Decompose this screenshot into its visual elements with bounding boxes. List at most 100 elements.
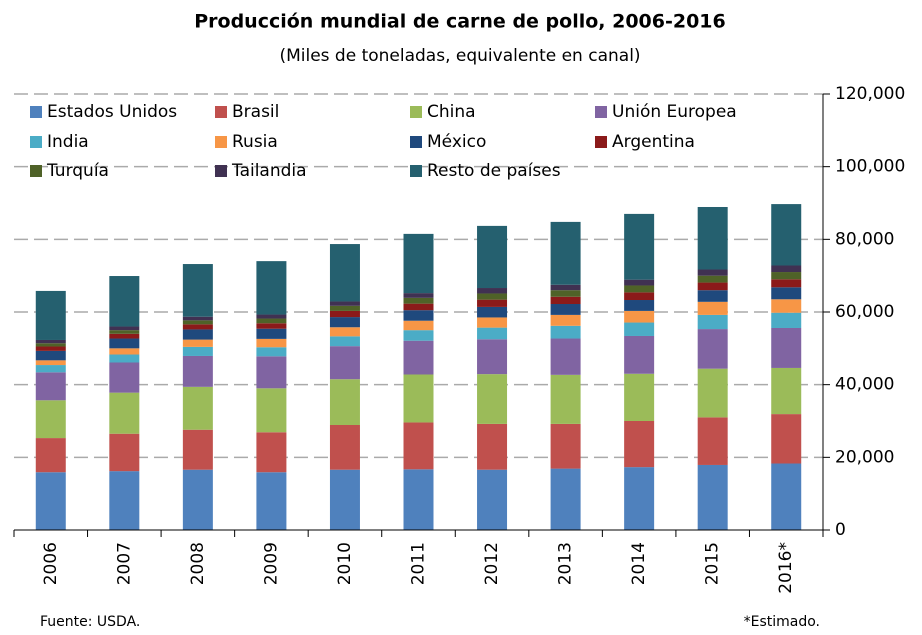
legend-label: Turquía	[46, 161, 109, 181]
chart-subtitle: (Miles de toneladas, equivalente en cana…	[279, 46, 640, 66]
legend-label: Unión Europea	[612, 102, 737, 122]
bar-segment	[256, 356, 287, 389]
bar-segment	[35, 438, 66, 473]
bar-segment	[771, 327, 802, 368]
x-tick-label: 2013	[556, 542, 576, 585]
legend-label: China	[427, 102, 476, 122]
x-tick-label: 2010	[335, 542, 355, 585]
bar-segment	[403, 330, 434, 341]
bar-segment	[697, 314, 728, 330]
x-tick-label: 2011	[409, 542, 429, 585]
bar-segment	[182, 355, 213, 387]
bar-segment	[550, 290, 581, 297]
legend-label: México	[427, 132, 486, 152]
bar-segment	[256, 472, 287, 530]
bar-segment	[35, 472, 66, 530]
x-tick-label: 2012	[482, 542, 502, 585]
bar-segment	[182, 346, 213, 356]
bar-segment	[109, 392, 140, 434]
x-tick-label: 2016*	[776, 542, 796, 594]
bar-segment	[403, 340, 434, 375]
legend-label: Estados Unidos	[47, 102, 177, 122]
bar-segment	[477, 306, 508, 318]
bar-segment	[624, 322, 655, 336]
bar-segment	[109, 348, 140, 355]
bar-segment	[182, 316, 213, 321]
bar-segment	[550, 284, 581, 291]
y-tick-label: 60,000	[835, 302, 894, 322]
bar-segment	[697, 368, 728, 418]
bar-segment	[477, 299, 508, 307]
bar-segment	[771, 299, 802, 313]
bar-segment	[403, 233, 434, 294]
bar-segment	[771, 204, 802, 266]
bar-segment	[697, 301, 728, 315]
bar-segment	[35, 365, 66, 373]
bar-segment	[403, 422, 434, 470]
bar-segment	[182, 264, 213, 317]
bar-segment	[477, 288, 508, 294]
bar-segment	[771, 463, 802, 530]
bar-segment	[109, 471, 140, 530]
bar-segment	[550, 304, 581, 315]
bar-segment	[403, 293, 434, 298]
bar-segment	[329, 244, 360, 302]
bar-segment	[329, 379, 360, 425]
bar-segment	[697, 206, 728, 270]
legend-label: India	[47, 132, 89, 152]
bar-segment	[624, 421, 655, 468]
bar-segment	[329, 305, 360, 311]
bar-segment	[550, 423, 581, 469]
x-tick-label: 2009	[261, 542, 281, 585]
bar-segment	[697, 290, 728, 302]
bar-segment	[329, 301, 360, 306]
bar-segment	[256, 338, 287, 348]
bar-segment	[771, 287, 802, 300]
bar-segment	[109, 330, 140, 334]
y-tick-label: 0	[835, 520, 846, 540]
y-tick-label: 120,000	[835, 84, 905, 104]
legend-swatch	[410, 136, 422, 148]
bar-segment	[771, 272, 802, 280]
bar-segment	[329, 336, 360, 347]
bar-segment	[109, 326, 140, 331]
legend-swatch	[215, 165, 227, 177]
source-note: Fuente: USDA.	[40, 614, 140, 630]
bar-segment	[109, 433, 140, 472]
estimate-note: *Estimado.	[744, 614, 820, 630]
bar-segment	[35, 346, 66, 351]
bar-segment	[329, 310, 360, 318]
bar-segment	[550, 468, 581, 530]
bar-segment	[329, 469, 360, 530]
y-tick-label: 20,000	[835, 447, 894, 467]
bar-segment	[35, 372, 66, 401]
bar-segment	[35, 290, 66, 340]
bar-segment	[329, 317, 360, 328]
bar-segment	[256, 432, 287, 473]
legend-swatch	[215, 106, 227, 118]
bar-segment	[477, 374, 508, 424]
legend-swatch	[410, 165, 422, 177]
bar-segment	[109, 362, 140, 393]
bar-segment	[624, 467, 655, 530]
bar-segment	[697, 464, 728, 530]
bar-segment	[35, 400, 66, 439]
bar-segment	[403, 320, 434, 331]
bar-segment	[697, 269, 728, 276]
legend-label: Argentina	[612, 132, 695, 152]
bar-segment	[624, 373, 655, 421]
x-tick-label: 2014	[629, 542, 649, 585]
bar-segment	[697, 329, 728, 369]
bar-segment	[403, 469, 434, 530]
bar-segment	[624, 292, 655, 301]
x-tick-label: 2008	[188, 542, 208, 585]
bar-segment	[550, 338, 581, 375]
bar-segment	[403, 297, 434, 304]
bar-segment	[403, 310, 434, 321]
bar-segment	[697, 282, 728, 291]
bar-segment	[35, 343, 66, 347]
bar-segment	[109, 276, 140, 327]
bar-segment	[624, 310, 655, 323]
bar-segment	[624, 213, 655, 280]
